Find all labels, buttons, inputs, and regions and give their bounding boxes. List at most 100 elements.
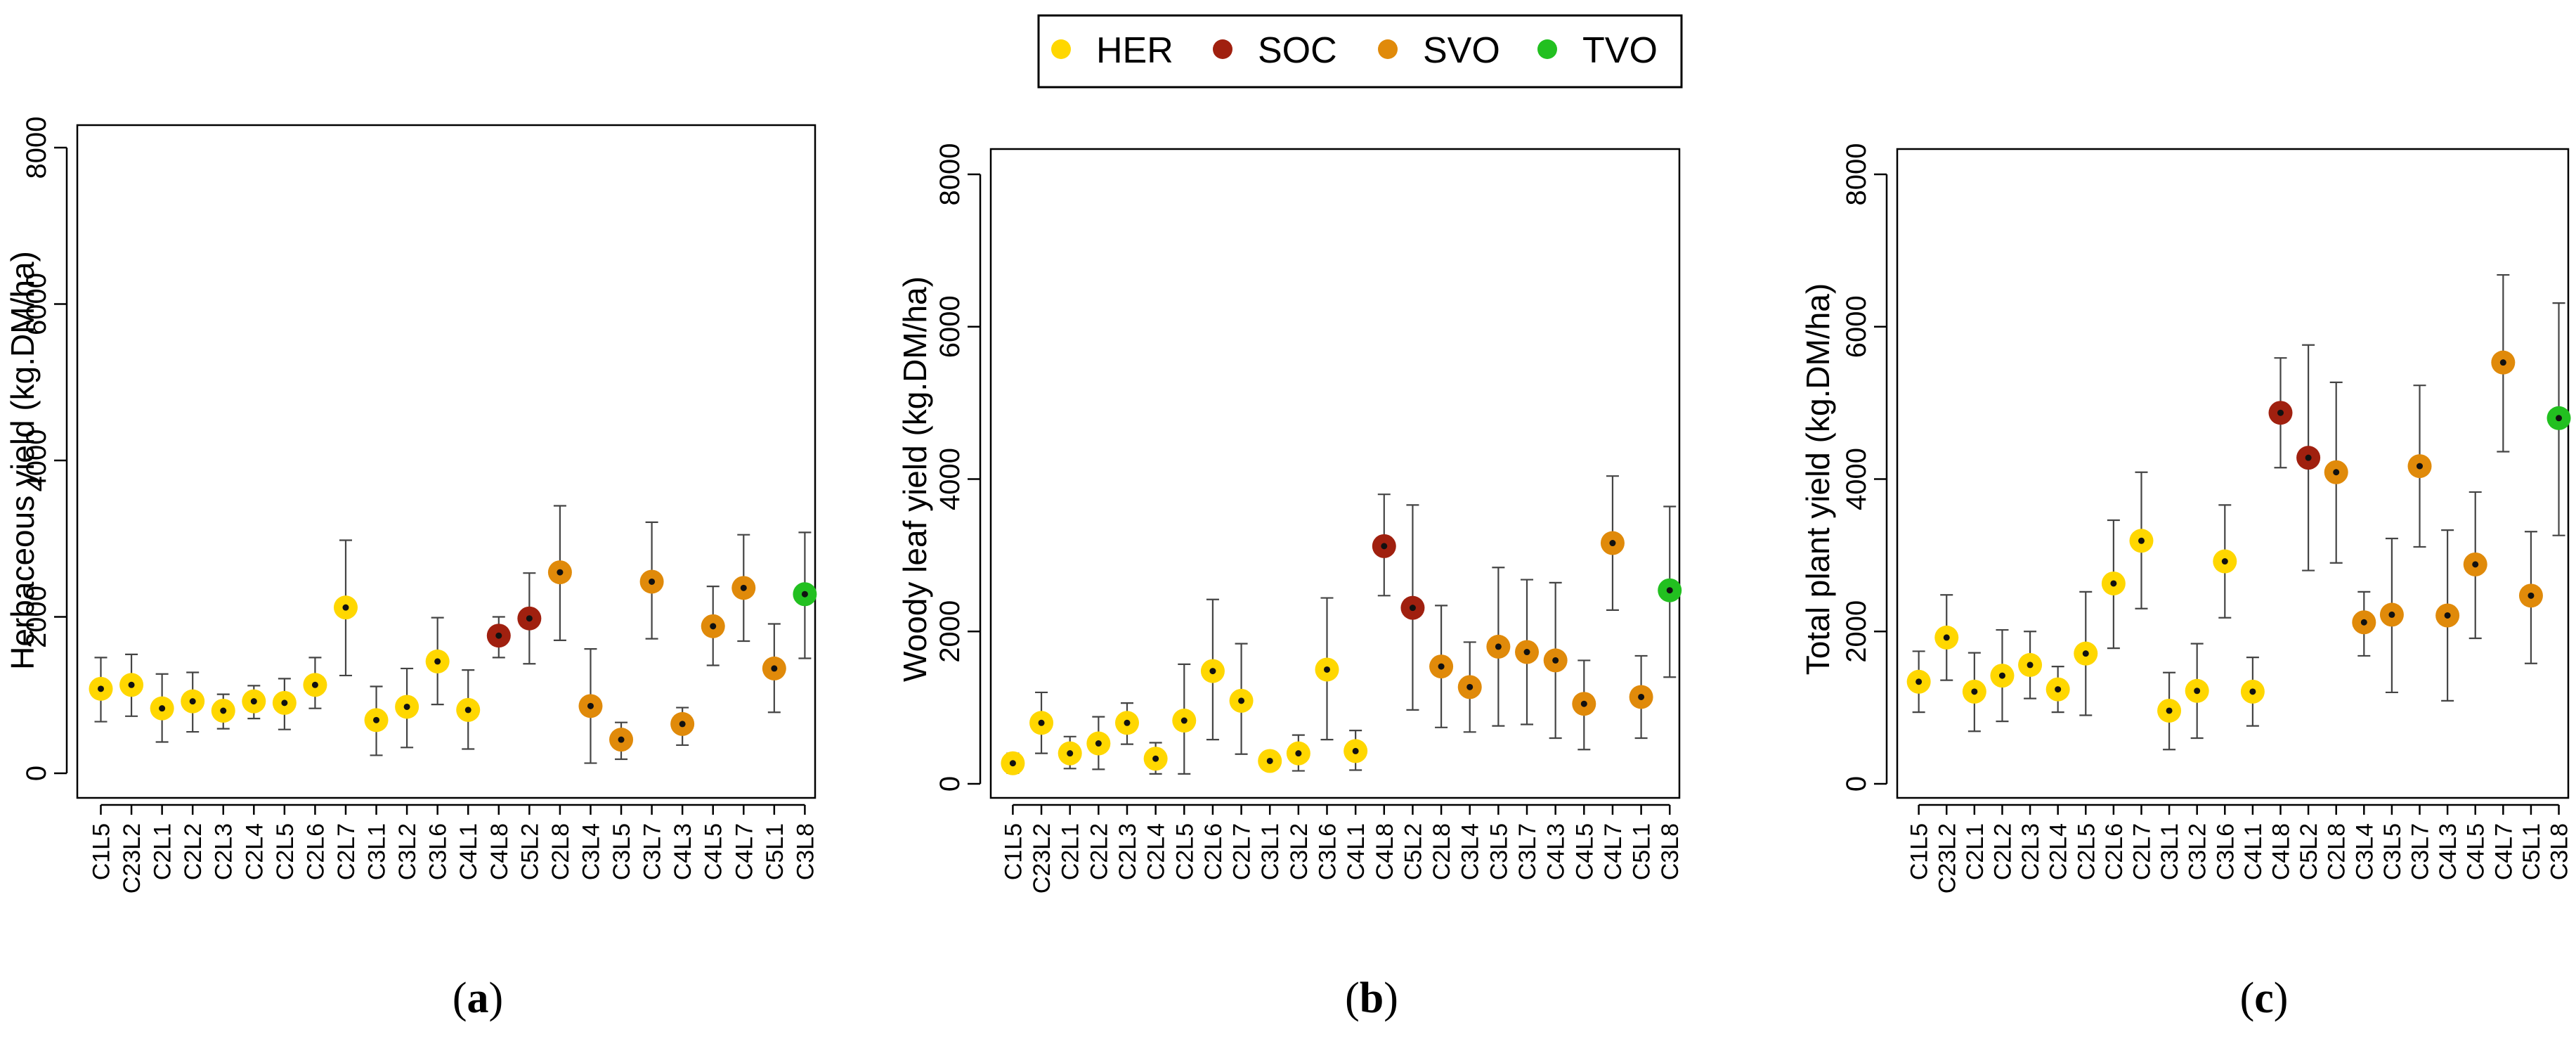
x-tick-label-c3l8: C3L8 [792,823,819,880]
data-point-center [526,615,533,622]
legend-label-soc: SOC [1258,30,1337,71]
x-tick-label-c3l1: C3L1 [2157,823,2183,880]
x-tick-label-c1l5: C1L5 [1906,823,1933,880]
y-tick-label: 4000 [1841,448,1872,510]
data-point-center [2027,662,2034,669]
y-tick-label: 4000 [21,430,52,492]
y-tick-label: 0 [1841,776,1872,792]
data-point-center [710,623,717,630]
y-tick-label: 6000 [21,273,52,335]
y-tick-label: 8000 [1841,143,1872,206]
data-point-center [1124,719,1131,726]
data-point-center [2221,558,2228,565]
data-point-center [159,705,166,712]
x-tick-label-c3l6: C3L6 [1314,823,1341,880]
x-tick-label-c3l2: C3L2 [394,823,421,880]
legend-label-tvo: TVO [1582,30,1658,71]
data-point-center [801,591,808,598]
legend-marker-svo [1378,39,1398,59]
x-tick-label-c3l8: C3L8 [1657,823,1684,880]
data-point-center [1523,649,1530,656]
data-point-center [2556,415,2563,422]
x-tick-label-c5l1: C5L1 [762,823,788,880]
data-point-center [2360,619,2367,626]
x-tick-label-c3l6: C3L6 [2212,823,2239,880]
data-point-center [557,569,564,576]
x-tick-label-c1l5: C1L5 [89,823,115,880]
x-tick-label-c23l2: C23L2 [119,823,145,893]
data-point-center [1152,755,1159,762]
legend-marker-her [1051,39,1071,59]
data-point-center [2055,686,2062,693]
y-axis-label: Herbaceous yield (kg.DM/ha) [4,251,41,670]
x-tick-label-c2l5: C2L5 [2073,823,2100,880]
x-tick-label-c3l1: C3L1 [364,823,391,880]
data-point-center [2249,688,2256,695]
y-tick-label: 0 [21,766,52,781]
x-tick-label-c5l1: C5L1 [1629,823,1655,880]
data-point-center [1238,697,1245,704]
x-tick-label-c3l5: C3L5 [609,823,635,880]
x-tick-label-c3l5: C3L5 [2379,823,2406,880]
x-tick-label-c4l3: C4L3 [670,823,696,880]
x-tick-label-c2l6: C2L6 [1200,823,1227,880]
data-point-center [1466,683,1474,690]
data-point-center [1915,678,1923,685]
x-tick-label-c4l1: C4L1 [1343,823,1370,880]
x-tick-label-c2l2: C2L2 [1086,823,1112,880]
data-point-center [189,698,196,705]
data-point-center [128,681,135,688]
x-tick-label-c2l3: C2L3 [1114,823,1141,880]
data-point-center [434,658,441,665]
data-point-center [1438,663,1445,670]
x-tick-label-c2l5: C2L5 [1171,823,1198,880]
data-point-center [1352,747,1359,754]
x-tick-label-c3l4: C3L4 [578,823,604,880]
y-tick-label: 0 [935,776,965,792]
x-tick-label-c3l8: C3L8 [2546,823,2573,880]
y-tick-label: 8000 [21,117,52,179]
x-tick-label-c2l1: C2L1 [150,823,176,880]
x-tick-label-c4l1: C4L1 [2240,823,2267,880]
panel-label: (a) [453,974,503,1022]
data-point-center [2277,409,2284,416]
data-point-center [1666,587,1673,594]
x-tick-label-c2l1: C2L1 [1962,823,1989,880]
x-tick-label-c3l6: C3L6 [425,823,452,880]
x-tick-label-c5l2: C5L2 [2296,823,2322,880]
data-point-center [1095,740,1102,747]
panel-c-total-plant-yield: 0 2000 4000 6000 8000 Total plant yield (kg.D… [1800,143,2573,1022]
x-tick-label-c3l4: C3L4 [2351,823,2378,880]
data-point-center [1323,666,1330,673]
data-point-center [1038,719,1045,726]
y-tick-label: 6000 [1841,295,1872,358]
x-tick-label-c1l5: C1L5 [1000,823,1027,880]
y-axis-label: Woody leaf yield (kg.DM/ha) [897,276,933,682]
data-point-center [649,578,656,585]
x-tick-label-c2l8: C2L8 [547,823,574,880]
x-tick-label-c2l2: C2L2 [1989,823,2016,880]
plot-frame [989,148,1681,799]
data-point-center [1998,672,2005,679]
x-tick-label-c2l4: C2L4 [1143,823,1170,880]
y-tick-label: 2000 [21,586,52,648]
data-point-center [2138,537,2145,544]
y-tick-label: 2000 [935,600,965,663]
legend: HER SOC SVO TVO [1037,14,1683,89]
data-point-center [2305,454,2312,461]
data-point-center [1609,540,1616,547]
x-tick-label-c2l7: C2L7 [1229,823,1256,880]
data-point-center [740,584,747,591]
panel-label: (b) [1345,974,1398,1022]
x-tick-label-c4l8: C4L8 [486,823,513,880]
x-tick-label-c2l6: C2L6 [302,823,329,880]
x-tick-label-c2l2: C2L2 [180,823,207,880]
x-tick-label-c4l7: C4L7 [1600,823,1627,880]
x-tick-label-c2l3: C2L3 [2017,823,2044,880]
plot-frame [1896,148,2570,799]
legend-entry-her: HER [1051,30,1173,71]
data-point-center [311,681,318,688]
data-point-center [587,702,594,709]
x-tick-label-c4l3: C4L3 [2435,823,2461,880]
